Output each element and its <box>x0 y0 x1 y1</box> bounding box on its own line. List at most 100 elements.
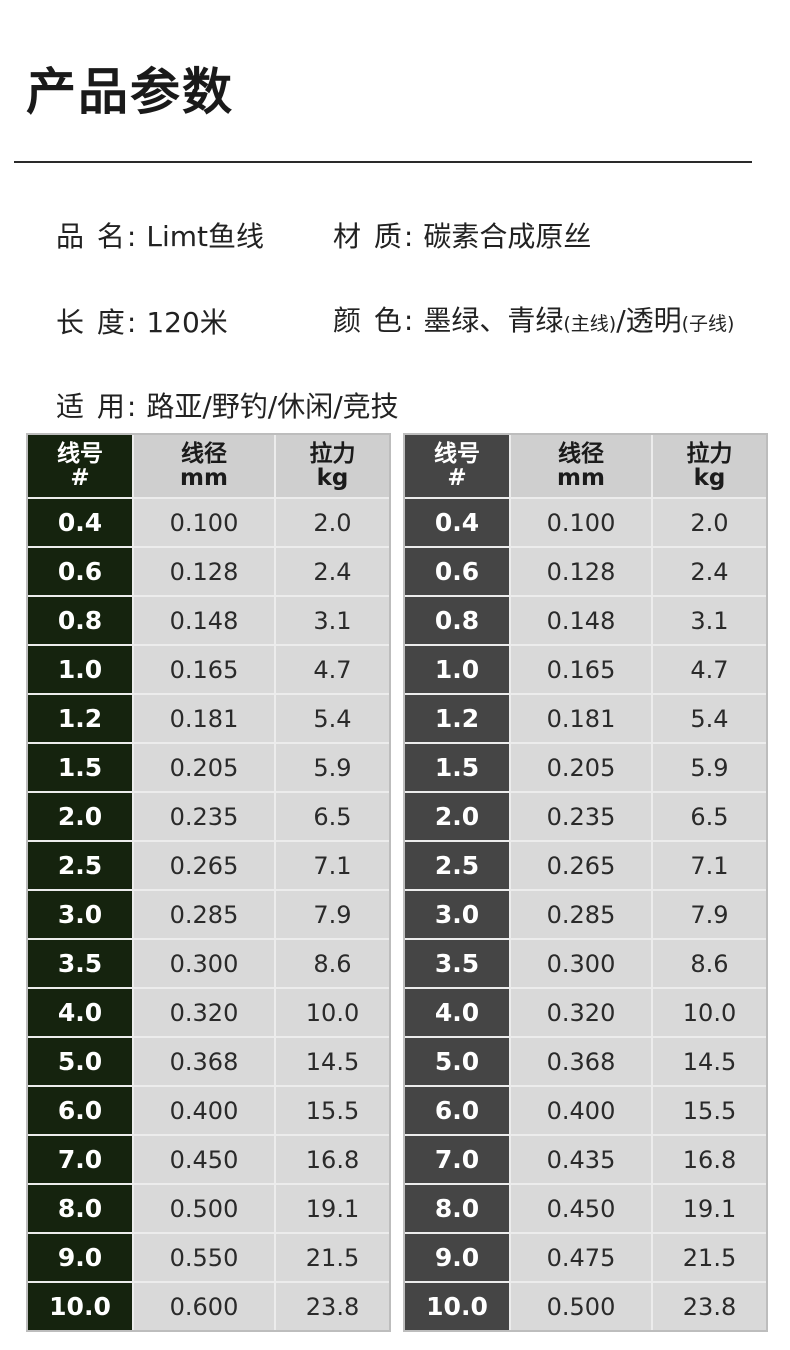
table-row: 1.0 0.165 4.7 <box>28 646 389 695</box>
table-row: 4.0 0.320 10.0 <box>28 989 389 1038</box>
line-number-cell: 4.0 <box>405 989 511 1038</box>
table-row: 1.2 0.181 5.4 <box>28 695 389 744</box>
header-diameter: 线径 mm <box>134 435 276 499</box>
line-number-cell: 6.0 <box>405 1087 511 1136</box>
diameter-cell: 0.320 <box>511 989 653 1038</box>
diameter-cell: 0.265 <box>511 842 653 891</box>
line-number-cell: 5.0 <box>405 1038 511 1087</box>
strength-cell: 2.0 <box>276 499 389 548</box>
diameter-cell: 0.181 <box>511 695 653 744</box>
table-row: 10.0 0.600 23.8 <box>28 1283 389 1330</box>
line-number-cell: 9.0 <box>405 1234 511 1283</box>
spec-name-label: 品 名: <box>56 220 139 253</box>
strength-cell: 5.4 <box>276 695 389 744</box>
strength-cell: 14.5 <box>653 1038 766 1087</box>
table-row: 8.0 0.450 19.1 <box>405 1185 766 1234</box>
table-row: 8.0 0.500 19.1 <box>28 1185 389 1234</box>
spec-name: 品 名: Limt鱼线 <box>56 215 264 255</box>
diameter-cell: 0.500 <box>134 1185 276 1234</box>
diameter-cell: 0.181 <box>134 695 276 744</box>
strength-cell: 19.1 <box>276 1185 389 1234</box>
table-row: 10.0 0.500 23.8 <box>405 1283 766 1330</box>
strength-cell: 19.1 <box>653 1185 766 1234</box>
line-number-cell: 0.4 <box>28 499 134 548</box>
line-number-cell: 1.0 <box>28 646 134 695</box>
strength-cell: 16.8 <box>276 1136 389 1185</box>
spec-length-label: 长 度: <box>56 306 139 339</box>
header-strength: 拉力 kg <box>276 435 389 499</box>
table-row: 7.0 0.435 16.8 <box>405 1136 766 1185</box>
strength-cell: 4.7 <box>653 646 766 695</box>
line-number-cell: 1.2 <box>28 695 134 744</box>
diameter-cell: 0.400 <box>134 1087 276 1136</box>
header-strength: 拉力 kg <box>653 435 766 499</box>
diameter-cell: 0.435 <box>511 1136 653 1185</box>
diameter-cell: 0.450 <box>134 1136 276 1185</box>
spec-usage-value: 路亚/野钓/休闲/竞技 <box>146 390 399 423</box>
strength-cell: 23.8 <box>653 1283 766 1330</box>
table-row: 0.6 0.128 2.4 <box>405 548 766 597</box>
strength-cell: 3.1 <box>653 597 766 646</box>
diameter-cell: 0.235 <box>511 793 653 842</box>
strength-cell: 15.5 <box>276 1087 389 1136</box>
line-number-cell: 4.0 <box>28 989 134 1038</box>
strength-cell: 21.5 <box>653 1234 766 1283</box>
line-number-cell: 3.5 <box>28 940 134 989</box>
spec-length-value: 120米 <box>146 306 228 339</box>
strength-cell: 8.6 <box>653 940 766 989</box>
strength-cell: 21.5 <box>276 1234 389 1283</box>
line-number-cell: 3.5 <box>405 940 511 989</box>
line-number-cell: 3.0 <box>405 891 511 940</box>
strength-cell: 4.7 <box>276 646 389 695</box>
diameter-cell: 0.165 <box>511 646 653 695</box>
diameter-cell: 0.600 <box>134 1283 276 1330</box>
diameter-cell: 0.148 <box>134 597 276 646</box>
diameter-cell: 0.450 <box>511 1185 653 1234</box>
spec-usage: 适 用: 路亚/野钓/休闲/竞技 <box>56 385 399 425</box>
strength-cell: 23.8 <box>276 1283 389 1330</box>
diameter-cell: 0.320 <box>134 989 276 1038</box>
line-number-cell: 7.0 <box>405 1136 511 1185</box>
diameter-cell: 0.100 <box>134 499 276 548</box>
line-number-cell: 0.8 <box>405 597 511 646</box>
table-header-row: 线号 # 线径 mm 拉力 kg <box>28 435 389 499</box>
table-row: 0.4 0.100 2.0 <box>405 499 766 548</box>
table-row: 0.6 0.128 2.4 <box>28 548 389 597</box>
strength-cell: 7.9 <box>276 891 389 940</box>
diameter-cell: 0.550 <box>134 1234 276 1283</box>
diameter-cell: 0.285 <box>511 891 653 940</box>
diameter-cell: 0.285 <box>134 891 276 940</box>
line-number-cell: 10.0 <box>405 1283 511 1330</box>
spec-material-value: 碳素合成原丝 <box>423 220 592 253</box>
line-number-cell: 1.5 <box>28 744 134 793</box>
line-number-cell: 3.0 <box>28 891 134 940</box>
diameter-cell: 0.300 <box>134 940 276 989</box>
strength-cell: 2.4 <box>276 548 389 597</box>
spec-material-label: 材 质: <box>333 220 416 253</box>
line-number-cell: 8.0 <box>28 1185 134 1234</box>
diameter-cell: 0.128 <box>134 548 276 597</box>
table-row: 0.8 0.148 3.1 <box>405 597 766 646</box>
line-number-cell: 0.6 <box>28 548 134 597</box>
line-number-cell: 2.5 <box>405 842 511 891</box>
table-row: 1.5 0.205 5.9 <box>28 744 389 793</box>
line-number-cell: 8.0 <box>405 1185 511 1234</box>
spec-color-label: 颜 色: <box>333 304 416 337</box>
spec-material: 材 质: 碳素合成原丝 <box>333 215 591 255</box>
diameter-cell: 0.235 <box>134 793 276 842</box>
line-number-cell: 5.0 <box>28 1038 134 1087</box>
table-row: 2.0 0.235 6.5 <box>405 793 766 842</box>
title-divider <box>14 161 752 163</box>
spec-color-sub: /透明 <box>616 304 682 337</box>
table-row: 1.0 0.165 4.7 <box>405 646 766 695</box>
table-row: 2.5 0.265 7.1 <box>28 842 389 891</box>
table-row: 3.5 0.300 8.6 <box>405 940 766 989</box>
line-number-cell: 2.0 <box>28 793 134 842</box>
line-number-cell: 10.0 <box>28 1283 134 1330</box>
table-row: 4.0 0.320 10.0 <box>405 989 766 1038</box>
table-row: 5.0 0.368 14.5 <box>405 1038 766 1087</box>
diameter-cell: 0.165 <box>134 646 276 695</box>
diameter-cell: 0.148 <box>511 597 653 646</box>
table-row: 3.0 0.285 7.9 <box>28 891 389 940</box>
strength-cell: 2.0 <box>653 499 766 548</box>
